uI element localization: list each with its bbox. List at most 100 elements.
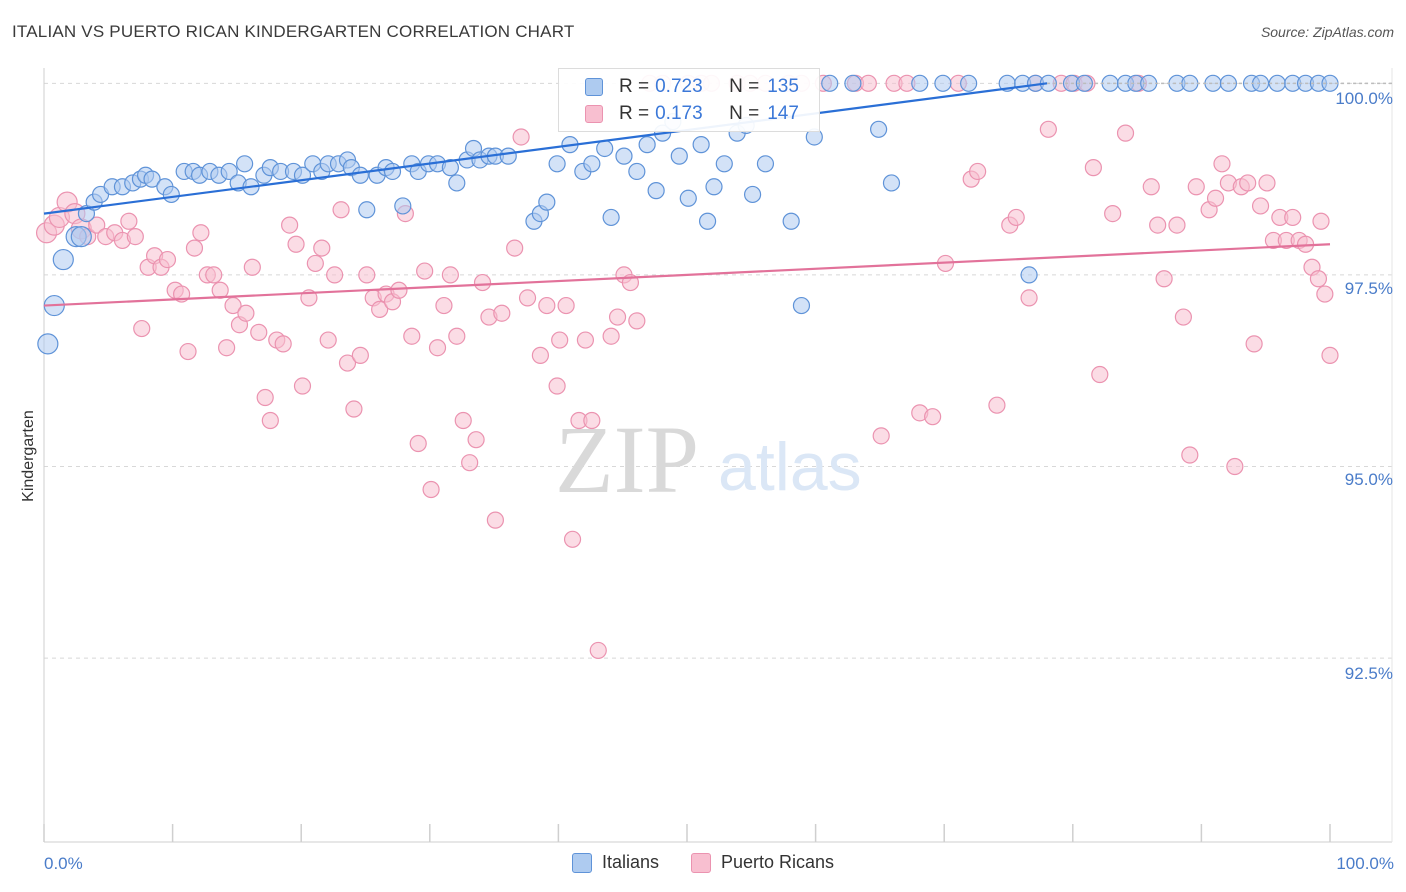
puerto-ricans-point [250,323,268,341]
italians-swatch [571,852,592,873]
italians-point [1181,74,1199,92]
italians-point [934,74,952,92]
italians-point [743,185,762,204]
puerto-ricans-point [218,339,236,357]
puerto-ricans-point [261,411,279,430]
puerto-ricans-point [969,162,987,181]
italians-point [383,162,402,181]
series-legend: Italians Puerto Ricans [0,852,1406,873]
italians-point [715,155,733,173]
italians-point [882,174,901,192]
tick-labels: 0.0% 100.0% 92.5% 95.0% 97.5% 100.0% [44,89,1394,873]
puerto-ricans-point [1251,197,1270,215]
puerto-ricans-point [557,296,575,315]
puerto-ricans-point [512,128,530,146]
puerto-ricans-point [1039,120,1057,138]
puerto-ricans-point [158,250,177,269]
legend-label-puerto-ricans: Puerto Ricans [720,852,835,872]
italians-point [236,155,254,173]
puerto-ricans-point [1174,308,1192,326]
puerto-ricans-point [409,434,427,453]
puerto-ricans-point [924,408,942,426]
puerto-ricans-point [506,239,524,257]
italians-point [220,162,238,181]
puerto-ricans-point [454,411,472,430]
puerto-ricans-point [179,342,197,361]
italians-point [782,212,800,230]
puerto-ricans-point [243,258,261,276]
puerto-ricans-point [518,289,537,307]
puerto-ricans-point [872,427,890,445]
puerto-ricans-swatch [585,105,603,123]
puerto-ricans-point [133,319,151,338]
puerto-ricans-point [306,254,324,273]
watermark: ZIP atlas [555,406,862,513]
puerto-ricans-point [390,281,408,299]
puerto-ricans-point [1258,174,1276,192]
legend-r-label: R = [619,76,650,97]
puerto-ricans-point [486,511,504,529]
puerto-ricans-point [281,216,299,234]
italians-point [1140,74,1158,92]
italians-point [602,208,620,227]
italians-point [351,166,369,184]
puerto-ricans-point [120,212,138,230]
italians-point [960,74,978,92]
puerto-ricans-point [576,331,595,349]
legend-row-italians: R = 0.723 N = 135 [559,74,799,100]
puerto-ricans-point [548,377,566,395]
x-tick-max: 100.0% [1336,854,1394,873]
puerto-ricans-point [1142,178,1160,196]
puerto-ricans-point [205,266,223,284]
italians-point [37,333,59,355]
italians-point [583,155,601,173]
puerto-ricans-point [473,273,492,292]
legend-n-label: N = [729,76,760,97]
italians-point [756,155,775,173]
italians-point [52,248,74,271]
y-tick-label: 95.0% [1345,470,1393,489]
italians-point [638,136,656,154]
legend-r-value: 0.723 [655,76,703,97]
puerto-ricans-point [859,74,877,92]
italians-points [37,74,1339,355]
chart-title: ITALIAN VS PUERTO RICAN KINDERGARTEN COR… [12,22,575,41]
puerto-ricans-point [338,354,357,372]
italians-point [1020,266,1038,284]
legend-n-value: 147 [767,103,799,124]
puerto-ricans-point [358,266,376,284]
puerto-ricans-point [531,346,549,364]
italians-swatch [585,78,603,96]
puerto-ricans-point [1084,159,1102,177]
legend-n-label: N = [729,103,760,124]
puerto-ricans-point [467,431,485,449]
italians-point [821,74,839,92]
y-tick-label: 100.0% [1335,89,1393,108]
puerto-ricans-point [326,266,344,284]
puerto-ricans-point [583,411,601,430]
italians-point [143,170,161,188]
italians-point [628,162,646,181]
legend-item-italians[interactable]: Italians [571,852,659,873]
y-axis-label: Kindergarten [20,410,37,502]
puerto-ricans-point [441,266,459,284]
puerto-ricans-point [293,377,312,395]
italians-point [1204,74,1222,92]
puerto-ricans-point [1149,216,1167,234]
italians-point [1251,74,1270,92]
puerto-ricans-point [608,308,627,326]
legend-r-value: 0.173 [655,103,703,124]
legend-n-value: 135 [767,76,799,97]
legend-row-puerto-ricans: R = 0.173 N = 147 [559,101,799,127]
italians-point [679,189,697,207]
italians-point [698,212,717,230]
italians-point [705,178,723,196]
italians-point [162,185,180,204]
watermark-atlas: atlas [718,429,862,505]
puerto-ricans-point [274,335,292,353]
puerto-ricans-point [1284,208,1302,227]
italians-point [499,147,517,165]
italians-point [670,147,688,165]
legend-item-puerto-ricans[interactable]: Puerto Ricans [690,852,835,873]
puerto-ricans-point [461,454,479,472]
